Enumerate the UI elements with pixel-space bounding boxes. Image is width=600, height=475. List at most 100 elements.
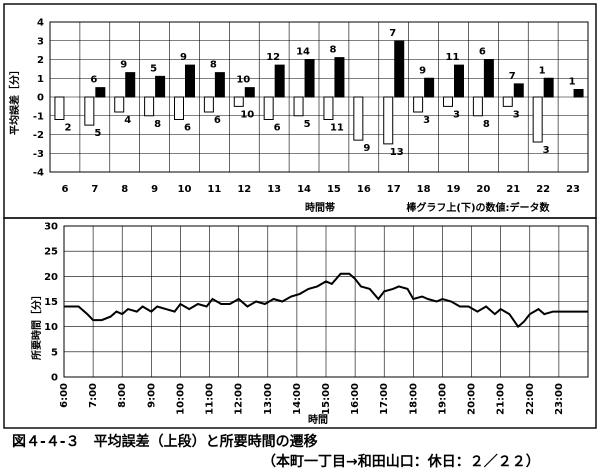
travel-x-tick-label: 9:00 — [146, 383, 157, 408]
negative-error-bar — [203, 96, 214, 113]
travel-time-series-line — [64, 272, 588, 329]
travel-y-tick-label: 10 — [44, 322, 58, 333]
error-chart-y-ticks: -4 -3 -2 -1 0 1 2 3 4 — [33, 18, 44, 179]
travel-y-tick-label: 15 — [44, 297, 58, 308]
travel-x-tick-label: 19:00 — [437, 383, 448, 415]
error-x-tick-label: 11 — [207, 184, 221, 195]
negative-error-bar — [413, 96, 424, 113]
error-y-tick-label: 3 — [37, 36, 44, 47]
travel-x-tick-label: 22:00 — [525, 383, 536, 415]
error-chart-y-label: 平均誤差［分］ — [8, 65, 21, 135]
bar-count-label: 3 — [453, 109, 460, 120]
travel-x-tick-label: 14:00 — [292, 383, 303, 415]
travel-chart-grid — [63, 225, 589, 378]
positive-error-bar — [214, 72, 225, 98]
bar-count-label: 3 — [423, 115, 430, 126]
error-x-tick-label: 16 — [357, 184, 371, 195]
negative-error-bar — [293, 96, 304, 117]
travel-x-tick-label: 6:00 — [59, 383, 70, 408]
negative-error-bar — [502, 96, 513, 107]
bar-count-label: 6 — [214, 115, 221, 126]
bottom-panel-frame — [3, 217, 597, 429]
negative-error-bar — [383, 96, 394, 145]
bar-count-label: 12 — [266, 52, 280, 63]
bar-count-label: 11 — [446, 52, 460, 63]
travel-x-tick-label: 7:00 — [88, 383, 99, 408]
positive-error-bar — [185, 64, 195, 98]
error-y-tick-label: 1 — [37, 74, 44, 85]
negative-error-bar — [84, 96, 95, 126]
error-y-tick-label: 0 — [37, 93, 44, 104]
bar-count-label: 8 — [483, 119, 490, 130]
error-x-tick-label: 15 — [327, 184, 341, 195]
error-x-tick-label: 7 — [91, 184, 98, 195]
bar-count-label: 1 — [539, 65, 546, 76]
positive-error-bar — [125, 72, 136, 98]
bar-count-label: 1 — [569, 77, 576, 88]
bar-count-label: 3 — [513, 109, 520, 120]
error-chart-note: 棒グラフ上(下)の数値:データ数 — [406, 201, 550, 214]
bar-count-label: 7 — [509, 71, 516, 82]
error-x-tick-label: 22 — [536, 184, 550, 195]
bar-count-label: 6 — [479, 47, 486, 58]
bar-count-label: 7 — [389, 28, 396, 39]
travel-x-tick-label: 11:00 — [205, 383, 216, 415]
bar-count-label: 8 — [154, 119, 161, 130]
travel-x-tick-label: 20:00 — [467, 383, 478, 415]
positive-error-bar — [95, 87, 106, 98]
error-y-tick-label: -2 — [33, 130, 44, 141]
bar-count-label: 9 — [180, 52, 187, 63]
negative-error-bar — [114, 96, 125, 113]
negative-error-bar — [323, 96, 334, 120]
travel-x-tick-label: 21:00 — [496, 383, 507, 415]
error-x-tick-label: 14 — [297, 184, 311, 195]
error-chart-x-ticks: 6 7 8 9 10 11 12 13 14 15 16 17 18 19 20 21 22 23 — [61, 184, 580, 195]
error-y-tick-label: -1 — [33, 111, 44, 122]
negative-error-bar — [353, 96, 364, 141]
bar-count-label: 9 — [363, 143, 370, 154]
positive-error-bar — [274, 64, 285, 98]
positive-error-bar — [543, 77, 554, 98]
bar-count-label: 6 — [274, 123, 281, 134]
error-x-tick-label: 13 — [267, 184, 281, 195]
error-chart-x-label: 時間帯 — [305, 201, 335, 214]
bar-count-label: 8 — [210, 60, 217, 71]
error-y-tick-label: -3 — [33, 149, 44, 160]
travel-y-tick-label: 5 — [51, 347, 58, 358]
bar-count-label: 5 — [304, 119, 311, 130]
bar-count-label: 9 — [120, 60, 127, 71]
bar-count-label: 13 — [390, 147, 404, 158]
bar-count-label: 6 — [90, 75, 97, 86]
error-y-tick-label: -4 — [33, 168, 44, 179]
error-chart-grid — [49, 21, 589, 173]
negative-error-bar — [532, 96, 543, 143]
travel-x-tick-label: 18:00 — [408, 383, 419, 415]
travel-chart-x-ticks: 6:00 7:00 8:00 9:00 10:00 11:00 12:00 13:00 14:0… — [59, 383, 565, 415]
positive-error-bar — [483, 59, 494, 98]
bar-count-label: 9 — [419, 65, 426, 76]
travel-x-tick-label: 10:00 — [175, 383, 186, 415]
positive-error-bar — [513, 83, 524, 98]
error-y-tick-label: 4 — [37, 18, 44, 29]
travel-y-tick-label: 20 — [44, 272, 58, 283]
travel-x-tick-label: 8:00 — [117, 383, 128, 408]
positive-error-bar — [334, 57, 345, 98]
negative-error-bar — [144, 96, 155, 117]
error-x-tick-label: 20 — [476, 184, 490, 195]
travel-time-line-chart: 0 5 10 15 20 25 30 6:00 7:00 8:00 9:00 10:00 11:00 1… — [30, 222, 589, 426]
travel-x-tick-label: 17:00 — [379, 383, 390, 415]
positive-error-bar — [244, 87, 255, 98]
negative-error-bar — [472, 96, 483, 117]
travel-chart-y-ticks: 0 5 10 15 20 25 30 — [44, 222, 58, 384]
error-x-tick-label: 8 — [121, 184, 128, 195]
negative-error-bar — [54, 96, 65, 120]
positive-error-bar — [304, 59, 315, 98]
travel-chart-x-label: 時間 — [308, 413, 328, 426]
bar-count-label: 10 — [240, 109, 254, 120]
negative-error-bar — [443, 96, 453, 107]
error-x-tick-label: 6 — [61, 184, 68, 195]
error-x-tick-label: 23 — [566, 184, 580, 195]
error-x-tick-label: 10 — [178, 184, 192, 195]
travel-chart-y-label: 所要時間［分］ — [30, 290, 43, 360]
